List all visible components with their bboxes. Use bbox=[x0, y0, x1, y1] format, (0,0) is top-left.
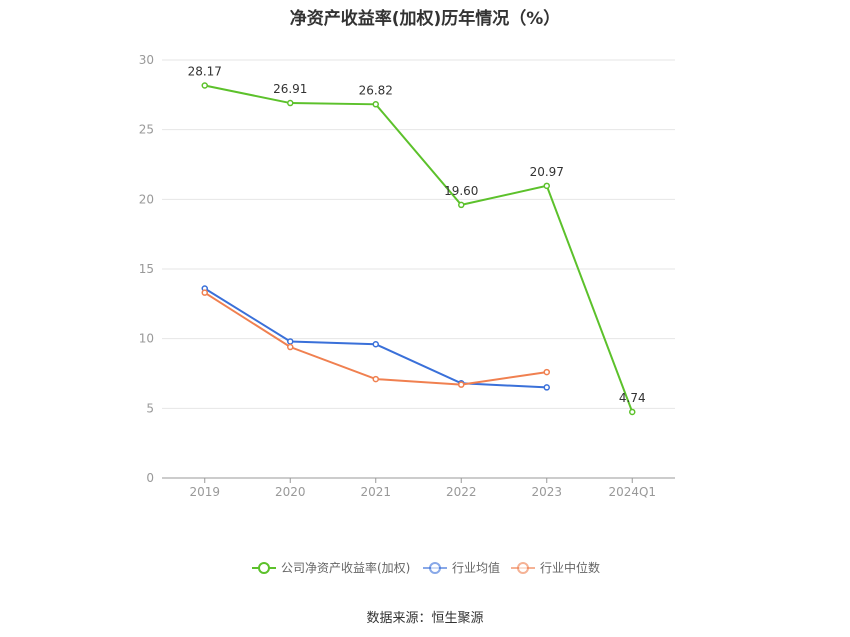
x-tick-label: 2023 bbox=[531, 485, 562, 499]
y-tick-label: 30 bbox=[139, 53, 154, 67]
y-tick-label: 5 bbox=[146, 401, 154, 415]
legend-label-0: 公司净资产收益率(加权) bbox=[281, 560, 410, 575]
y-tick-label: 20 bbox=[139, 192, 154, 206]
x-tick-label: 2019 bbox=[189, 485, 220, 499]
x-tick-label: 2021 bbox=[360, 485, 391, 499]
data-label: 19.60 bbox=[444, 184, 478, 198]
data-point bbox=[287, 338, 294, 345]
data-point bbox=[543, 384, 550, 391]
data-point bbox=[629, 408, 636, 416]
chart-title: 净资产收益率(加权)历年情况（%） bbox=[289, 9, 561, 29]
x-tick-label: 2024Q1 bbox=[608, 485, 656, 499]
y-tick-label: 0 bbox=[146, 471, 154, 485]
data-point bbox=[458, 381, 465, 388]
data-point bbox=[287, 343, 294, 351]
x-tick-label: 2020 bbox=[275, 485, 306, 499]
data-point bbox=[543, 182, 550, 190]
data-point bbox=[372, 375, 379, 383]
data-label: 20.97 bbox=[530, 165, 564, 179]
x-tick-label: 2022 bbox=[446, 485, 477, 499]
data-source: 数据来源：恒生聚源 bbox=[366, 611, 484, 626]
legend-label-2: 行业中位数 bbox=[540, 560, 600, 575]
legend-marker-1 bbox=[429, 562, 441, 574]
legend-marker-0 bbox=[258, 562, 270, 574]
data-point bbox=[372, 340, 379, 348]
data-point bbox=[372, 101, 379, 108]
data-label: 28.17 bbox=[188, 64, 222, 78]
y-tick-label: 25 bbox=[139, 123, 154, 137]
series-line-1 bbox=[204, 287, 547, 389]
data-label: 26.82 bbox=[359, 83, 393, 97]
series-line-0 bbox=[204, 84, 634, 413]
legend-marker-2 bbox=[517, 562, 529, 574]
data-point bbox=[287, 99, 294, 107]
y-tick-label: 10 bbox=[139, 332, 154, 346]
data-point bbox=[201, 82, 208, 89]
data-label: 26.91 bbox=[273, 82, 307, 96]
data-point bbox=[458, 201, 465, 209]
data-point bbox=[201, 289, 208, 296]
data-point bbox=[543, 368, 550, 376]
data-label: 4.74 bbox=[619, 391, 646, 405]
legend-label-1: 行业均值 bbox=[452, 560, 500, 575]
y-tick-label: 15 bbox=[139, 262, 154, 276]
